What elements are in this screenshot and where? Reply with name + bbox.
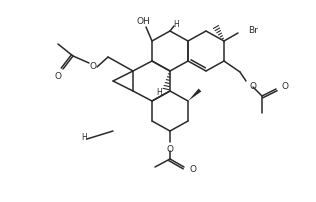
Text: Br: Br [248, 25, 258, 34]
Text: O: O [54, 71, 62, 80]
Text: O: O [250, 81, 257, 90]
Polygon shape [188, 89, 201, 101]
Text: O: O [167, 144, 173, 153]
Text: OH: OH [136, 16, 150, 25]
Text: H: H [156, 87, 162, 96]
Text: O: O [190, 165, 197, 174]
Text: H: H [81, 133, 87, 142]
Text: H: H [173, 19, 179, 28]
Text: O: O [282, 81, 289, 90]
Text: O: O [89, 61, 96, 70]
